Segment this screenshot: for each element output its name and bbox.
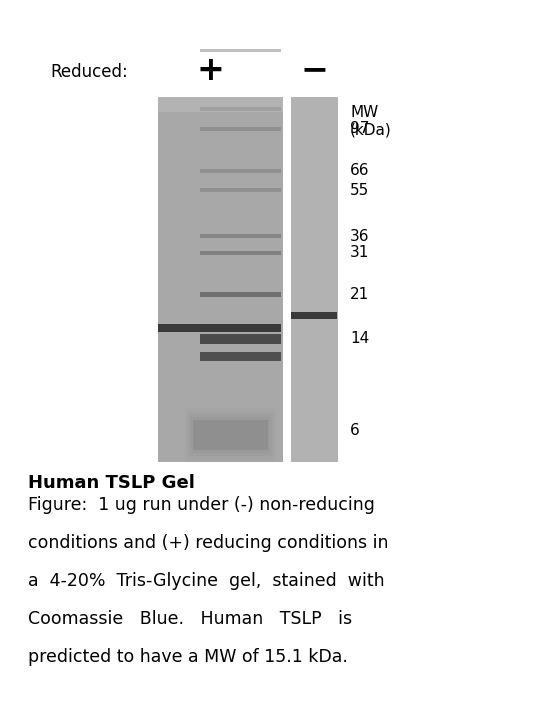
Bar: [200, 251, 281, 255]
Bar: [193, 420, 268, 450]
Text: 14: 14: [350, 331, 369, 346]
Text: −: −: [301, 53, 328, 86]
Text: +: +: [197, 53, 224, 86]
Bar: [200, 334, 281, 344]
Text: 36: 36: [350, 229, 369, 244]
Text: 6: 6: [350, 423, 360, 438]
Bar: [200, 336, 281, 342]
Bar: [185, 408, 276, 462]
Text: Coomassie   Blue.   Human   TSLP   is: Coomassie Blue. Human TSLP is: [28, 610, 352, 628]
Text: 97: 97: [350, 121, 369, 136]
Bar: [200, 292, 281, 298]
Bar: [200, 352, 281, 361]
Bar: [158, 97, 283, 112]
Bar: [158, 324, 281, 332]
Text: predicted to have a MW of 15.1 kDa.: predicted to have a MW of 15.1 kDa.: [28, 648, 348, 666]
Bar: [200, 234, 281, 239]
Text: Figure:  1 ug run under (-) non-reducing: Figure: 1 ug run under (-) non-reducing: [28, 496, 375, 514]
Bar: [291, 97, 338, 462]
Text: 31: 31: [350, 245, 369, 260]
Bar: [291, 312, 337, 319]
Text: 55: 55: [350, 183, 369, 198]
Bar: [200, 168, 281, 173]
Text: Human TSLP Gel: Human TSLP Gel: [28, 474, 195, 492]
Text: 66: 66: [350, 163, 369, 178]
Text: 21: 21: [350, 287, 369, 303]
Bar: [200, 188, 281, 192]
Text: conditions and (+) reducing conditions in: conditions and (+) reducing conditions i…: [28, 534, 389, 552]
Text: Reduced:: Reduced:: [50, 63, 128, 81]
Text: MW
(kDa): MW (kDa): [350, 105, 392, 138]
Bar: [189, 414, 272, 456]
Bar: [193, 420, 268, 450]
Bar: [191, 417, 270, 453]
Bar: [200, 127, 281, 131]
Text: a  4-20%  Tris-Glycine  gel,  stained  with: a 4-20% Tris-Glycine gel, stained with: [28, 572, 385, 590]
Bar: [187, 411, 274, 459]
Bar: [158, 97, 283, 462]
Bar: [200, 107, 281, 112]
Bar: [200, 48, 281, 52]
